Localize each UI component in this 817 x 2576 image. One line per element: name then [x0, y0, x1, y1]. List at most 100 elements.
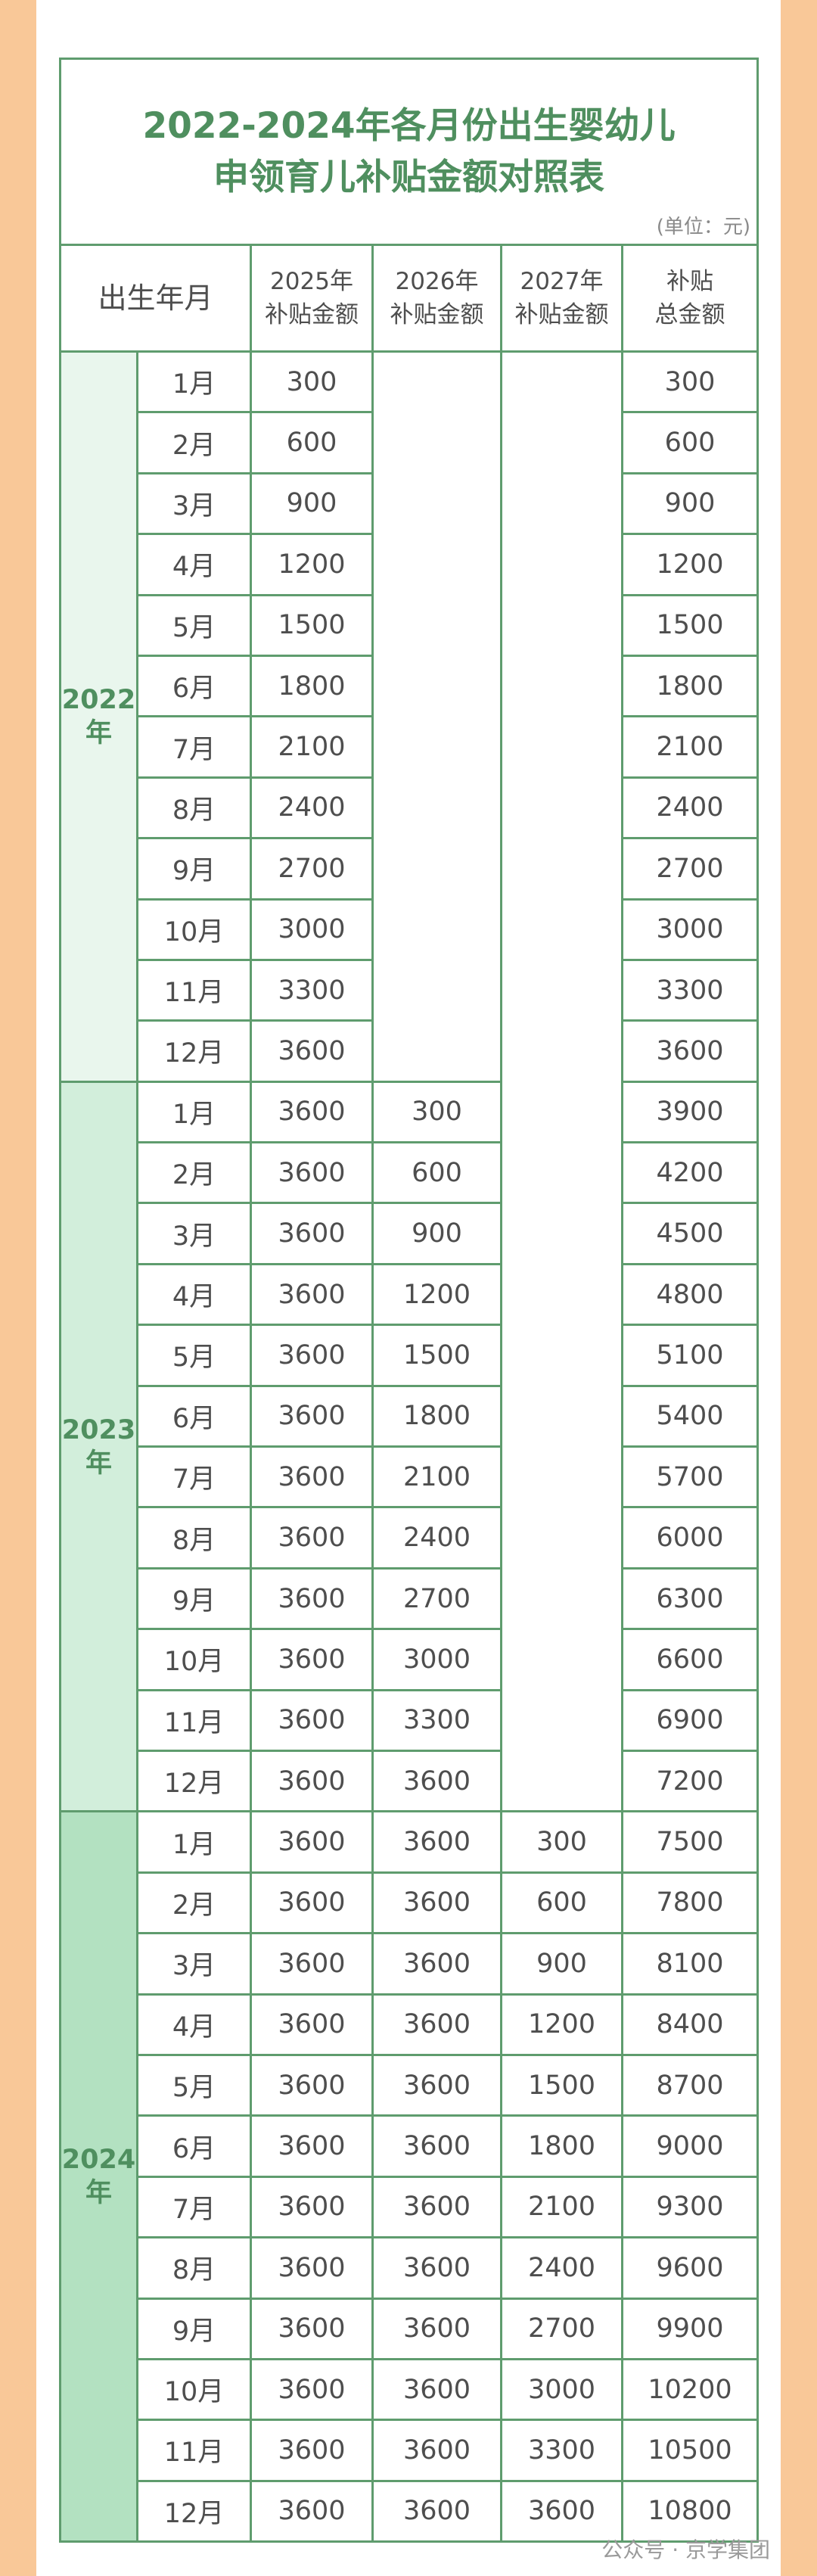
amount-cell: 3000 — [371, 1628, 502, 1691]
month-cell: 5月 — [136, 593, 252, 657]
amount-cell: 600 — [250, 411, 374, 474]
amount-cell: 3600 — [371, 1810, 502, 1874]
header-text: 总金额 — [654, 301, 725, 328]
data-row: 7月 3600 2100 5700 — [61, 1445, 760, 1509]
data-row: 5月 3600 1500 5100 — [61, 1324, 760, 1387]
month-cell: 3月 — [136, 1202, 252, 1265]
month-cell: 11月 — [136, 1688, 252, 1752]
data-row: 10月 3600 3000 6600 — [61, 1628, 760, 1691]
amount-cell: 3600 — [371, 2297, 502, 2360]
month-cell: 4月 — [136, 1262, 252, 1327]
amount-cell: 1500 — [371, 1324, 502, 1387]
data-row: 6月 3600 3600 1800 9000 — [61, 2114, 760, 2178]
amount-cell: 3600 — [250, 2479, 374, 2543]
total-cell: 9600 — [620, 2236, 760, 2300]
data-row: 2024 年 1月 3600 3600 300 7500 — [59, 1810, 760, 2543]
amount-cell: 300 — [250, 350, 374, 414]
data-row: 4月 3600 3600 1200 8400 — [61, 1993, 760, 2056]
amount-cell: 3000 — [500, 2357, 623, 2422]
header-cell: 2027年 补贴金额 — [500, 244, 623, 353]
amount-cell: 3300 — [250, 958, 374, 1022]
total-cell: 4200 — [620, 1141, 760, 1205]
data-row: 4月 1200 1200 — [61, 533, 760, 596]
amount-cell: 3600 — [250, 1628, 374, 1691]
amount-cell: 3600 — [250, 1993, 374, 2056]
data-row: 7月 2100 2100 — [61, 715, 760, 779]
amount-cell: 900 — [250, 471, 374, 536]
amount-cell: 2400 — [500, 2236, 623, 2300]
data-row: 6月 1800 1800 — [61, 654, 760, 718]
amount-cell: 3600 — [250, 1506, 374, 1570]
month-cell: 10月 — [136, 1628, 252, 1691]
amount-cell: 3600 — [250, 1019, 374, 1083]
amount-cell: 3600 — [250, 1688, 374, 1752]
total-cell: 3600 — [620, 1019, 760, 1083]
data-row: 2月 600 600 — [61, 411, 760, 474]
amount-cell: 900 — [371, 1202, 502, 1265]
total-cell: 3300 — [620, 958, 760, 1022]
amount-cell: 2700 — [250, 837, 374, 901]
month-cell: 10月 — [136, 898, 252, 961]
amount-cell: 3600 — [250, 1141, 374, 1205]
amount-cell: 3600 — [250, 1566, 374, 1631]
year-label: 年 — [85, 1448, 112, 1479]
total-cell: 6600 — [620, 1628, 760, 1691]
unit-note: (单位：元) — [656, 216, 751, 238]
month-cell: 11月 — [136, 2419, 252, 2482]
amount-cell: 1500 — [250, 593, 374, 657]
header-cell: 补贴 总金额 — [620, 244, 760, 353]
header-text: 2025年 — [270, 268, 353, 295]
amount-cell: 900 — [500, 1932, 623, 1996]
title-line: 2022-2024年各月份出生婴幼儿 — [142, 104, 676, 147]
year-label: 年 — [85, 717, 112, 748]
total-cell: 2100 — [620, 715, 760, 779]
total-cell: 7800 — [620, 1871, 760, 1935]
total-cell: 1800 — [620, 654, 760, 718]
data-row: 7月 3600 3600 2100 9300 — [61, 2175, 760, 2239]
data-row: 8月 3600 3600 2400 9600 — [61, 2236, 760, 2300]
month-cell: 10月 — [136, 2357, 252, 2422]
total-cell: 10200 — [620, 2357, 760, 2422]
amount-cell: 3600 — [371, 1932, 502, 1996]
header-cell: 2026年 补贴金额 — [371, 244, 502, 353]
amount-cell: 3600 — [250, 2236, 374, 2300]
month-cell: 7月 — [136, 715, 252, 779]
data-row: 10月 3000 3000 — [61, 898, 760, 961]
amount-cell: 2100 — [250, 715, 374, 779]
amount-cell: 3600 — [250, 1932, 374, 1996]
empty-cell — [500, 350, 623, 1813]
month-cell: 8月 — [136, 776, 252, 840]
amount-cell: 2700 — [371, 1566, 502, 1631]
data-row: 11月 3600 3300 6900 — [61, 1688, 760, 1752]
month-cell: 3月 — [136, 471, 252, 536]
total-cell: 9000 — [620, 2114, 760, 2178]
data-row: 11月 3300 3300 — [61, 958, 760, 1022]
data-row: 12月 3600 3600 3600 10800 — [61, 2479, 760, 2543]
year-label: 2022 — [61, 684, 136, 715]
year-label: 2024 — [61, 2145, 136, 2176]
subsidy-table: 2022-2024年各月份出生婴幼儿 申领育儿补贴金额对照表 (单位：元) 出生… — [58, 58, 760, 2543]
total-cell: 7500 — [620, 1810, 760, 1874]
watermark: 公众号 · 京学集团 — [601, 2537, 770, 2562]
month-cell: 6月 — [136, 1384, 252, 1448]
amount-cell: 3600 — [250, 1262, 374, 1327]
month-cell: 5月 — [136, 2053, 252, 2117]
total-cell: 900 — [620, 471, 760, 536]
month-cell: 9月 — [136, 1566, 252, 1631]
month-cell: 9月 — [136, 837, 252, 901]
amount-cell: 3300 — [500, 2419, 623, 2482]
amount-cell: 3600 — [250, 1749, 374, 1813]
amount-cell: 3000 — [250, 898, 374, 961]
amount-cell: 2400 — [371, 1506, 502, 1570]
month-cell: 1月 — [136, 350, 252, 414]
total-cell: 3000 — [620, 898, 760, 961]
total-cell: 2400 — [620, 776, 760, 840]
header-text: 补贴金额 — [390, 301, 484, 328]
amount-cell: 1800 — [500, 2114, 623, 2178]
month-cell: 4月 — [136, 533, 252, 596]
header-text: 2027年 — [520, 268, 604, 295]
total-cell: 7200 — [620, 1749, 760, 1813]
month-cell: 3月 — [136, 1932, 252, 1996]
data-row: 3月 900 900 — [61, 471, 760, 536]
amount-cell: 3600 — [250, 2419, 374, 2482]
